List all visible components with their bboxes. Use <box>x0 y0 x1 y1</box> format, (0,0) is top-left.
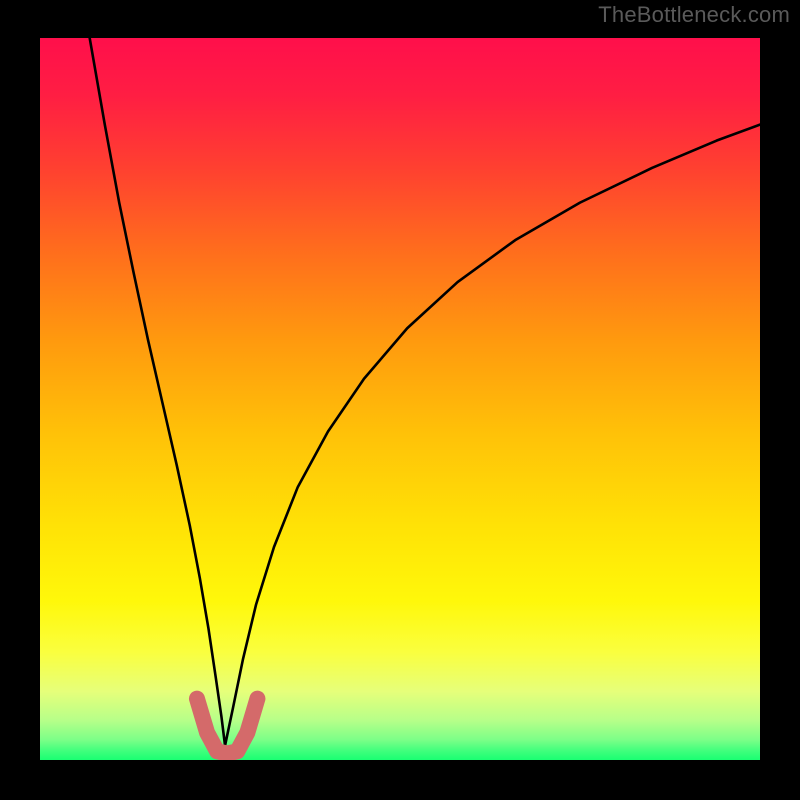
chart-stage: TheBottleneck.com <box>0 0 800 800</box>
gradient-background <box>40 38 760 760</box>
chart-svg <box>0 0 800 800</box>
watermark-label: TheBottleneck.com <box>598 2 790 28</box>
